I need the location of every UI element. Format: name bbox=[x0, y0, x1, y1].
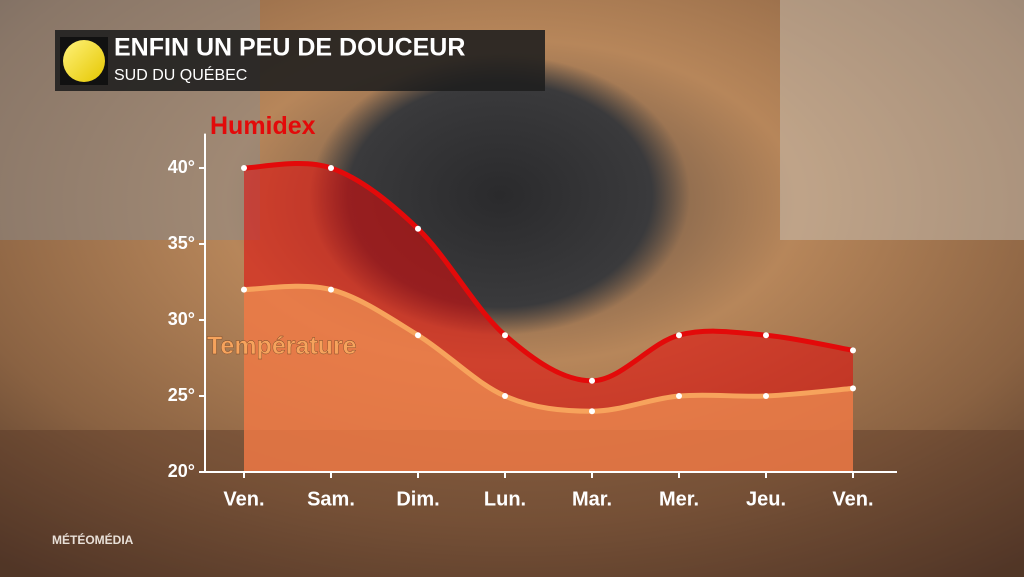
x-tick-label: Ven. bbox=[832, 488, 873, 510]
point bbox=[763, 393, 769, 399]
x-tick-label: Lun. bbox=[484, 488, 526, 510]
y-tick-label: 25° bbox=[168, 385, 195, 405]
series-label: Température bbox=[207, 332, 357, 360]
point bbox=[676, 332, 682, 339]
y-tick-label: 40° bbox=[168, 157, 195, 177]
point bbox=[415, 332, 421, 339]
x-tick-label: Mer. bbox=[659, 488, 699, 510]
point bbox=[763, 332, 769, 339]
line bbox=[241, 161, 856, 384]
point bbox=[328, 286, 334, 293]
logo bbox=[63, 40, 105, 82]
point bbox=[241, 286, 247, 293]
point bbox=[328, 165, 334, 171]
title-box bbox=[55, 30, 545, 91]
x-tick-label: Ven. bbox=[223, 488, 264, 510]
line bbox=[241, 283, 856, 414]
point bbox=[589, 377, 595, 384]
y-tick-label: 20° bbox=[168, 461, 195, 481]
point bbox=[850, 347, 856, 354]
y-tick-label: 35° bbox=[168, 233, 195, 253]
x-tick-label: Jeu. bbox=[746, 488, 786, 510]
x-tick-label: Sam. bbox=[307, 488, 355, 510]
series-label: Humidex bbox=[210, 112, 316, 140]
point bbox=[241, 165, 247, 171]
point bbox=[502, 393, 508, 399]
point bbox=[415, 225, 421, 232]
x-tick-label: Dim. bbox=[396, 488, 439, 510]
brand: MÉTÉOMÉDIA bbox=[52, 532, 134, 547]
x-tick-label: Mar. bbox=[572, 488, 612, 510]
area bbox=[244, 286, 853, 472]
point bbox=[502, 332, 508, 339]
point bbox=[850, 385, 856, 392]
point bbox=[676, 393, 682, 399]
background-wall bbox=[780, 0, 1024, 240]
chart-subtitle: SUD DU QUÉBEC bbox=[114, 65, 247, 84]
y-tick-label: 30° bbox=[168, 309, 195, 329]
plot: Humidex Température 20° 25° 30° 35° 40° Ven. Sam… bbox=[168, 112, 897, 510]
point bbox=[589, 408, 595, 415]
chart-title: ENFIN UN PEU DE DOUCEUR bbox=[114, 34, 465, 62]
